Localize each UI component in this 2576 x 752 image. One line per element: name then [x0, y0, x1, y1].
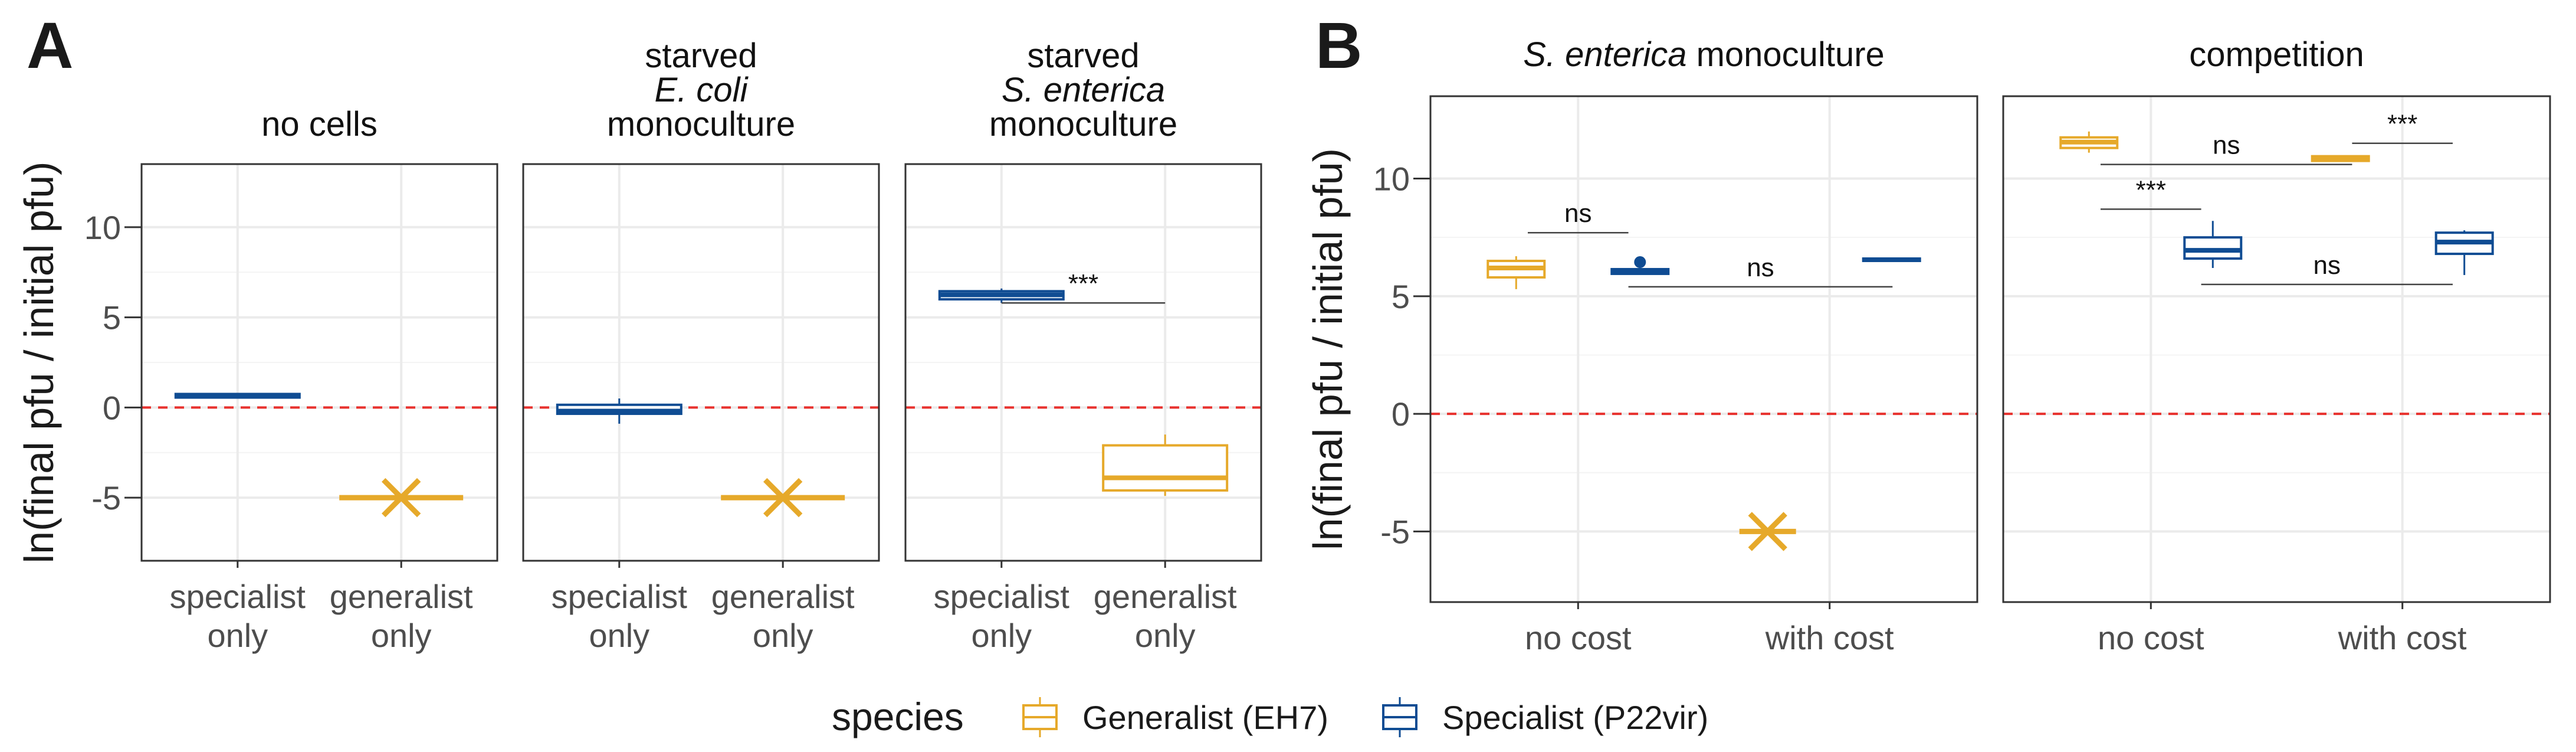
panel-frame	[522, 163, 880, 562]
x-tick-label: no cost	[2098, 619, 2204, 656]
panel-frame	[904, 163, 1262, 562]
boxplot-box	[1102, 434, 1229, 496]
y-tick-label: -5	[91, 479, 121, 516]
significance-label: ns	[2213, 131, 2240, 160]
strip-italic-part: S. enterica	[1523, 35, 1686, 74]
facet-strip-label: starved	[1027, 37, 1139, 75]
facet: ns *** *** ns no cost with cost competition	[2002, 35, 2551, 656]
boxplot-box	[1610, 256, 1670, 275]
facet: ***specialistonlygeneralistonlystarvedS.…	[904, 37, 1262, 654]
boxplot-box	[2311, 155, 2370, 162]
y-tick-label: -5	[1380, 513, 1410, 550]
x-tick-label: with cost	[1765, 619, 1894, 656]
facet-strip-label: starved	[645, 37, 757, 75]
y-tick-label: 0	[103, 389, 121, 426]
cross-marker	[1739, 512, 1796, 551]
x-tick-label: specialist	[552, 578, 688, 615]
facet-strip-label: monoculture	[607, 105, 795, 143]
x-stroke	[1748, 512, 1787, 551]
x-tick-label: only	[207, 617, 268, 654]
significance-label: ns	[1747, 253, 1774, 282]
panel-frame	[1429, 95, 1978, 603]
significance-label: ***	[1068, 269, 1098, 298]
x-tick-label: generalist	[1094, 578, 1237, 615]
boxplot-box	[2183, 221, 2243, 268]
boxplot-box	[174, 393, 301, 399]
panel-letter: B	[1315, 9, 1362, 82]
y-tick-label: 0	[1392, 395, 1410, 433]
cross-marker	[721, 478, 845, 518]
significance-label: ***	[2387, 110, 2417, 139]
boxplot-box	[2434, 230, 2494, 275]
legend: species Generalist (EH7) Specialist (P22vi…	[832, 695, 1708, 738]
legend-entry-label: Generalist (EH7)	[1082, 699, 1328, 736]
boxplot-box	[1862, 257, 1921, 263]
legend-title: species	[832, 695, 964, 738]
facet-strip-label: monoculture	[989, 105, 1177, 143]
boxplot-box	[938, 288, 1065, 303]
panel-a: Aln(final pfu / initial pfu) -5 0 5 10 specia…	[16, 9, 1262, 654]
boxplot-box	[556, 398, 682, 424]
x-tick-label: only	[971, 617, 1032, 654]
x-tick-label: only	[589, 617, 649, 654]
legend-key-icon	[1022, 697, 1058, 737]
facet-strip-label: S. enterica	[1002, 71, 1165, 109]
panel-frame	[140, 163, 498, 562]
facet-strip-label: S. enterica monoculture	[1523, 35, 1885, 74]
facet: ns ns no cost with cost S. enterica monocult…	[1429, 35, 1978, 656]
legend-entry-label: Specialist (P22vir)	[1442, 699, 1708, 736]
y-axis-label: ln(final pfu / initial pfu)	[16, 162, 62, 564]
y-tick-label: 10	[84, 209, 121, 246]
y-tick-label: 10	[1373, 161, 1410, 198]
box-iqr	[1102, 444, 1229, 492]
y-axis-label: ln(final pfu / initial pfu)	[1305, 148, 1351, 550]
significance-label: ***	[2136, 175, 2166, 204]
x-tick-label: generalist	[330, 578, 473, 615]
y-tick-label: 5	[1392, 278, 1410, 315]
x-tick-label: only	[371, 617, 432, 654]
panel-frame	[2002, 95, 2551, 603]
panel-letter: A	[27, 9, 73, 82]
x-tick-label: with cost	[2338, 619, 2467, 656]
legend-key-icon	[1382, 697, 1417, 737]
x-tick-label: only	[753, 617, 813, 654]
panel-b: Bln(final pfu / initial pfu) -5 0 5 10 ns ns no…	[1305, 9, 2551, 656]
y-tick-label: 5	[103, 299, 121, 336]
x-tick-label: generalist	[711, 578, 855, 615]
significance-label: ns	[1564, 199, 1591, 228]
facet-strip-label: E. coli	[655, 71, 749, 109]
x-stroke	[763, 478, 803, 518]
x-tick-label: no cost	[1525, 619, 1632, 656]
significance-label: ns	[2314, 251, 2341, 280]
boxplot-box	[2059, 131, 2119, 153]
x-stroke	[382, 478, 421, 518]
outlier-point	[1634, 256, 1646, 269]
boxplot-box	[1486, 256, 1546, 289]
facet-strip-label: no cells	[261, 105, 378, 143]
facet-strip-label: competition	[2189, 35, 2364, 74]
x-tick-label: only	[1135, 617, 1196, 654]
x-tick-label: specialist	[934, 578, 1070, 615]
strip-plain-part: monoculture	[1686, 35, 1884, 74]
x-tick-label: specialist	[170, 578, 306, 615]
cross-marker	[339, 478, 464, 518]
